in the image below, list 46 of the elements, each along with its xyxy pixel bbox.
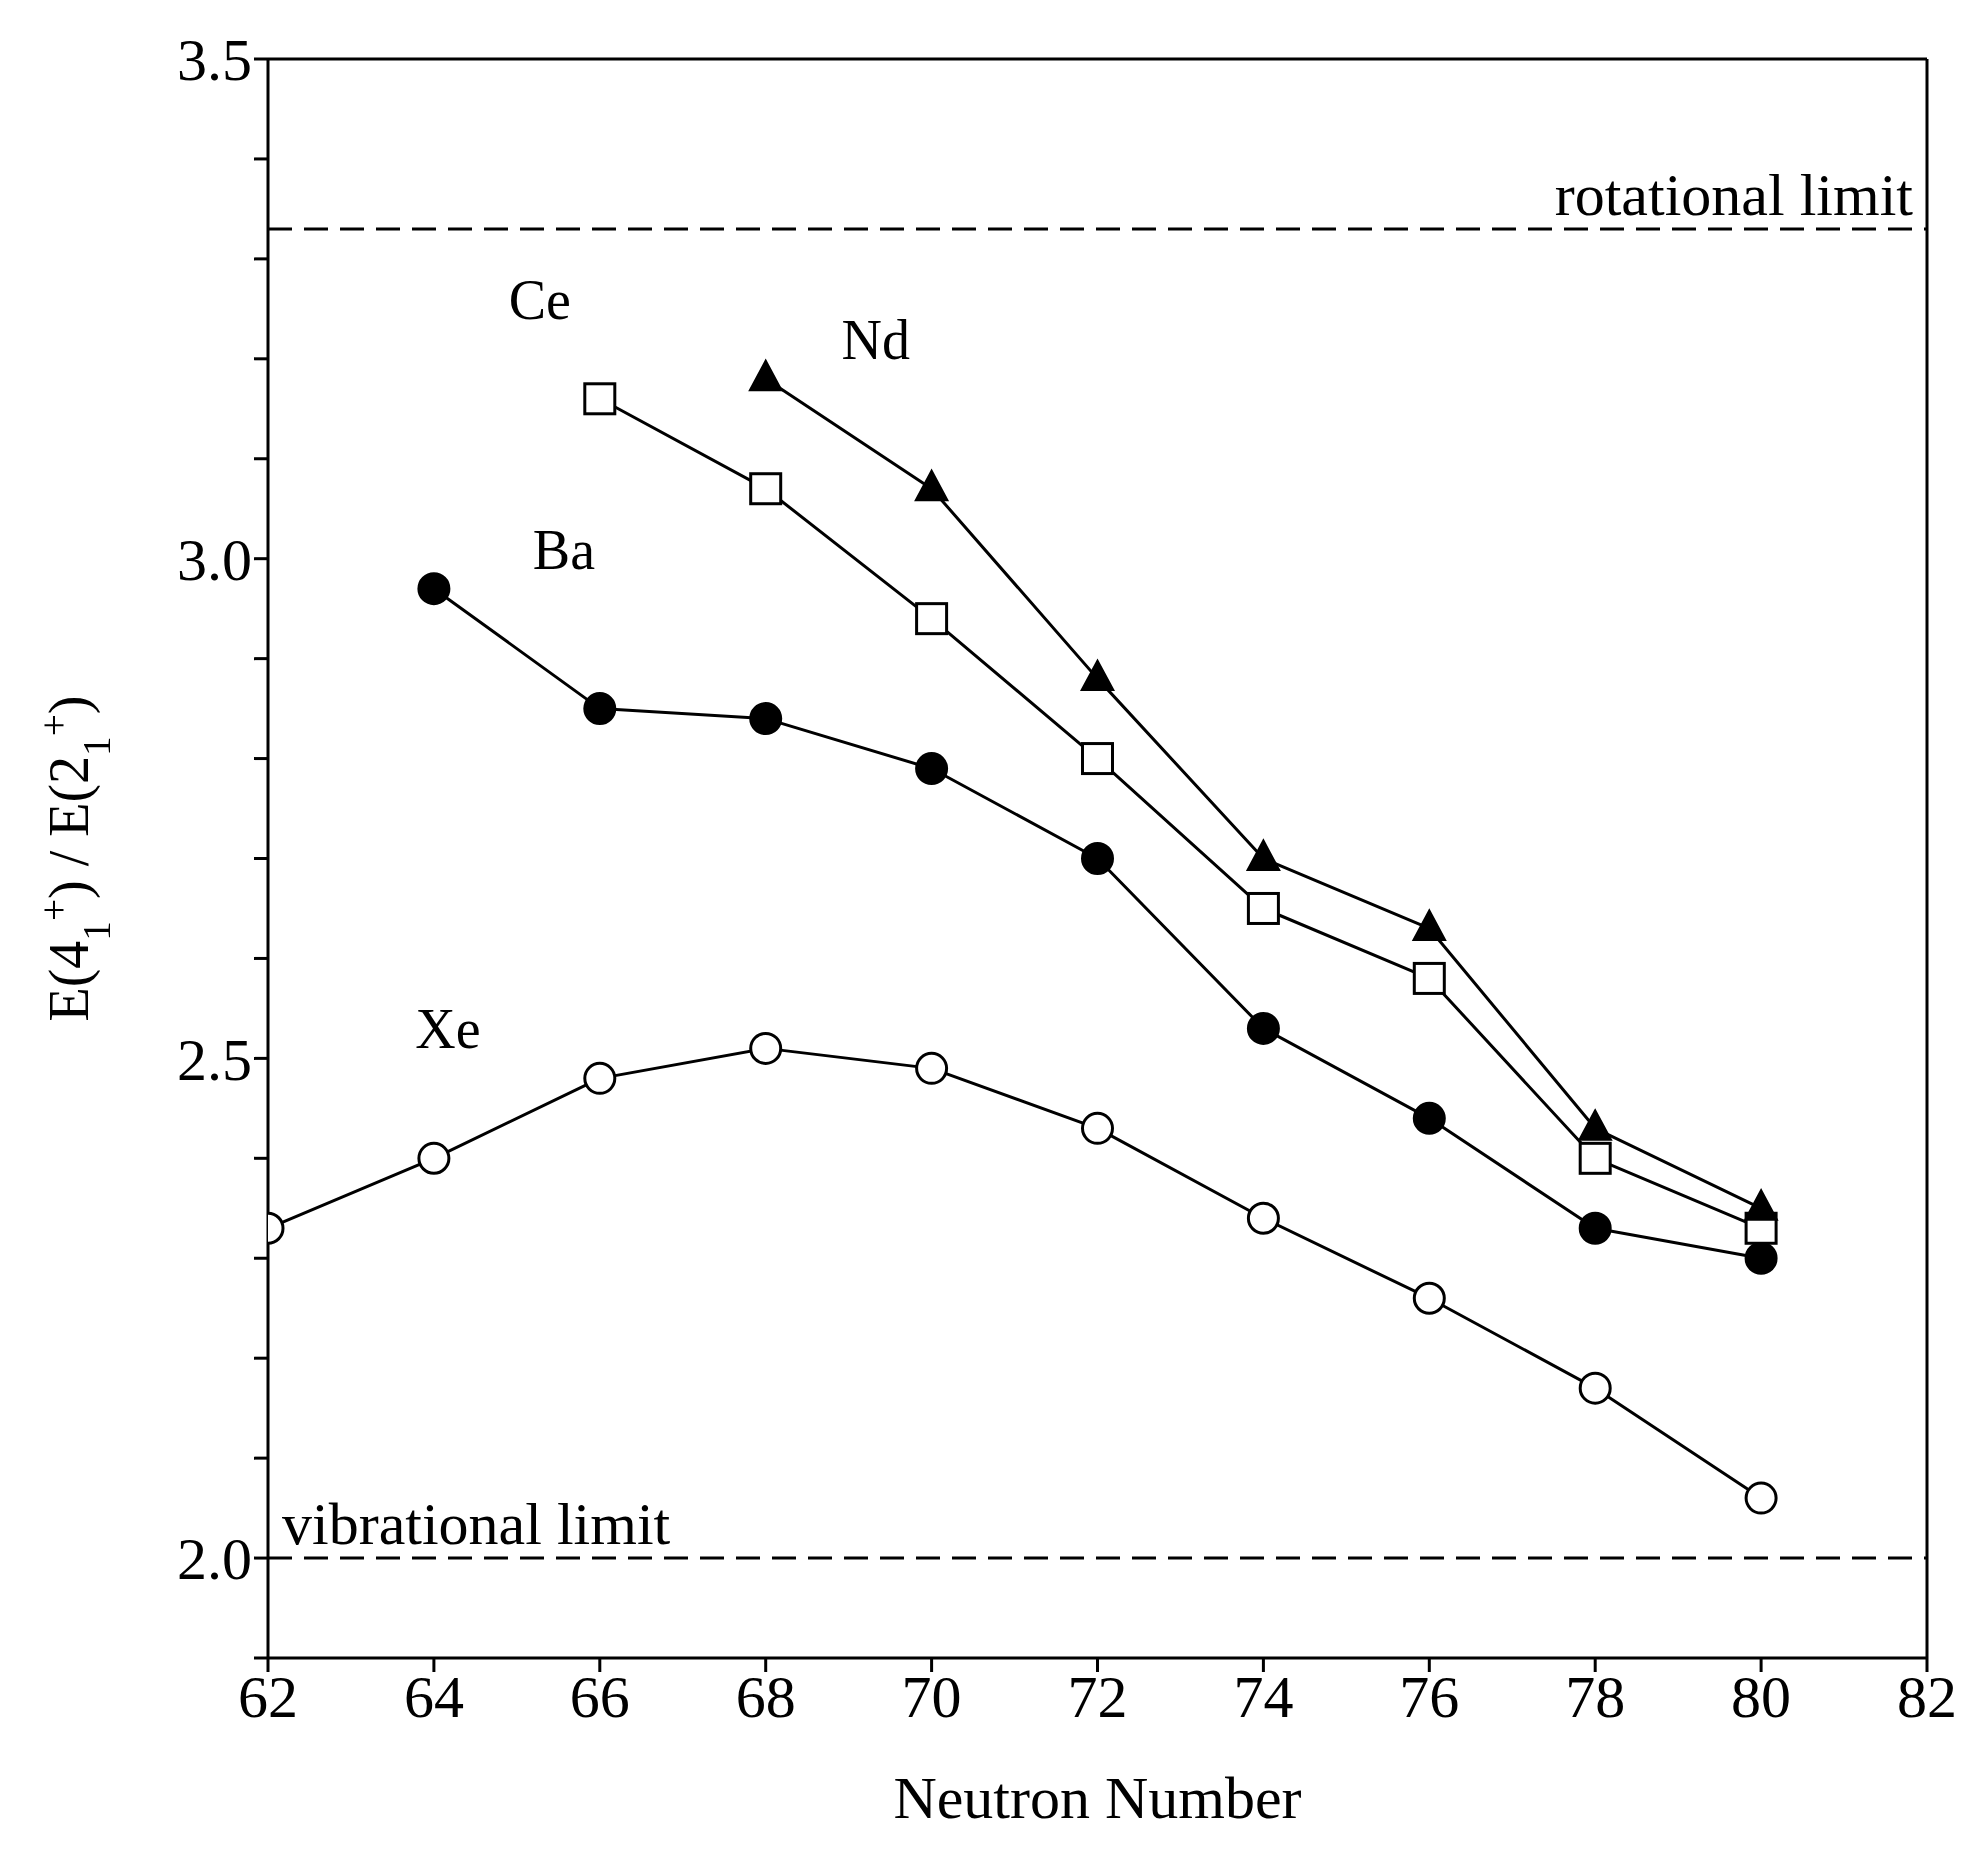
series-label: Nd	[841, 308, 910, 371]
series-label: Ce	[508, 268, 571, 331]
x-tick-label: 80	[1731, 1663, 1792, 1730]
point	[583, 692, 617, 726]
y-tick-label: 2.5	[177, 1026, 252, 1093]
point	[749, 1031, 783, 1065]
point	[583, 1061, 617, 1095]
ref-line-label: rotational limit	[1554, 161, 1914, 228]
x-axis-title: Neutron Number	[893, 1765, 1302, 1831]
x-tick-label: 70	[901, 1663, 962, 1730]
point	[583, 382, 617, 416]
series-label: Ba	[532, 518, 596, 581]
ref-line-label: vibrational limit	[282, 1491, 671, 1558]
x-tick-label: 62	[238, 1663, 298, 1730]
point	[1578, 1141, 1612, 1175]
x-tick-label: 66	[569, 1663, 630, 1730]
point	[1744, 1481, 1778, 1515]
point	[1246, 1011, 1280, 1045]
point	[1246, 891, 1280, 925]
x-tick-label: 76	[1399, 1663, 1460, 1730]
point	[915, 602, 949, 636]
point	[1412, 961, 1446, 995]
x-tick-label: 72	[1067, 1663, 1128, 1730]
x-tick-label: 78	[1565, 1663, 1626, 1730]
point	[915, 1051, 949, 1085]
x-tick-label: 64	[403, 1663, 464, 1730]
x-tick-label: 74	[1233, 1663, 1294, 1730]
point	[1578, 1371, 1612, 1405]
y-tick-label: 3.0	[177, 526, 252, 593]
point	[749, 472, 783, 506]
point	[1578, 1211, 1612, 1245]
x-tick-label: 68	[735, 1663, 796, 1730]
point	[417, 572, 451, 606]
point	[1412, 1281, 1446, 1315]
point	[915, 752, 949, 786]
point	[1081, 1111, 1114, 1145]
y-tick-label: 3.5	[177, 27, 252, 94]
series-label: Xe	[415, 998, 481, 1061]
point	[417, 1141, 451, 1175]
x-tick-label: 82	[1897, 1663, 1957, 1730]
point	[1081, 842, 1114, 875]
point	[1081, 742, 1114, 776]
point	[749, 702, 783, 736]
point	[1412, 1101, 1446, 1135]
y-tick-label: 2.0	[177, 1526, 252, 1593]
point	[1246, 1201, 1280, 1235]
